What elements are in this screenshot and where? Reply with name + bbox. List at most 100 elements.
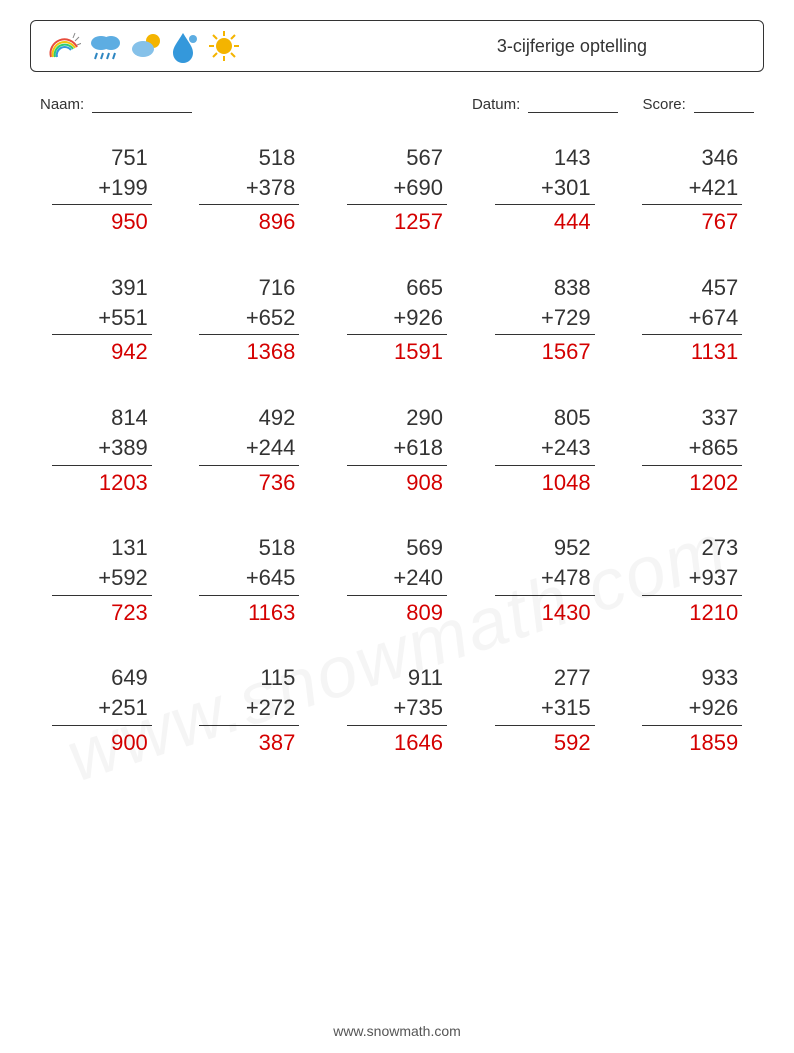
weather-icons xyxy=(47,29,241,63)
problem: 518+378896 xyxy=(199,143,299,237)
answer: 1646 xyxy=(347,726,447,758)
rain-cloud-icon xyxy=(87,29,123,63)
operand-2: +618 xyxy=(347,433,447,466)
operand-1: 115 xyxy=(199,663,299,693)
problem: 649+251900 xyxy=(52,663,152,757)
operand-1: 569 xyxy=(347,533,447,563)
operand-2: +690 xyxy=(347,173,447,206)
operand-1: 933 xyxy=(642,663,742,693)
operand-2: +551 xyxy=(52,303,152,336)
answer: 592 xyxy=(495,726,595,758)
problem: 492+244736 xyxy=(199,403,299,497)
operand-2: +926 xyxy=(347,303,447,336)
operand-1: 457 xyxy=(642,273,742,303)
problem: 814+3891203 xyxy=(52,403,152,497)
problem: 838+7291567 xyxy=(495,273,595,367)
sun-icon xyxy=(207,29,241,63)
problem: 933+9261859 xyxy=(642,663,742,757)
name-label: Naam: xyxy=(40,96,84,113)
operand-1: 143 xyxy=(495,143,595,173)
operand-2: +421 xyxy=(642,173,742,206)
problem: 273+9371210 xyxy=(642,533,742,627)
answer: 1257 xyxy=(347,205,447,237)
answer: 950 xyxy=(52,205,152,237)
problem: 665+9261591 xyxy=(347,273,447,367)
date-field: Datum: xyxy=(472,96,619,113)
operand-2: +478 xyxy=(495,563,595,596)
operand-1: 277 xyxy=(495,663,595,693)
operand-2: +652 xyxy=(199,303,299,336)
operand-1: 518 xyxy=(199,533,299,563)
problem: 952+4781430 xyxy=(495,533,595,627)
answer: 1048 xyxy=(495,466,595,498)
operand-2: +199 xyxy=(52,173,152,206)
operand-1: 805 xyxy=(495,403,595,433)
operand-1: 649 xyxy=(52,663,152,693)
answer: 1210 xyxy=(642,596,742,628)
operand-1: 131 xyxy=(52,533,152,563)
problem: 143+301444 xyxy=(495,143,595,237)
operand-1: 911 xyxy=(347,663,447,693)
operand-1: 814 xyxy=(52,403,152,433)
operand-2: +301 xyxy=(495,173,595,206)
operand-1: 567 xyxy=(347,143,447,173)
answer: 809 xyxy=(347,596,447,628)
score-blank[interactable] xyxy=(694,98,754,113)
answer: 1591 xyxy=(347,335,447,367)
answer: 1202 xyxy=(642,466,742,498)
operand-1: 273 xyxy=(642,533,742,563)
operand-2: +389 xyxy=(52,433,152,466)
operand-2: +272 xyxy=(199,693,299,726)
problem: 277+315592 xyxy=(495,663,595,757)
operand-2: +926 xyxy=(642,693,742,726)
operand-2: +592 xyxy=(52,563,152,596)
answer: 736 xyxy=(199,466,299,498)
header: 3-cijferige optelling xyxy=(30,20,764,72)
operand-1: 751 xyxy=(52,143,152,173)
operand-2: +674 xyxy=(642,303,742,336)
problem: 115+272387 xyxy=(199,663,299,757)
answer: 1163 xyxy=(199,596,299,628)
problem: 911+7351646 xyxy=(347,663,447,757)
answer: 1859 xyxy=(642,726,742,758)
partly-cloudy-icon xyxy=(129,29,165,63)
name-blank[interactable] xyxy=(92,98,192,113)
rainbow-icon xyxy=(47,29,81,63)
problem: 337+8651202 xyxy=(642,403,742,497)
operand-1: 716 xyxy=(199,273,299,303)
operand-1: 665 xyxy=(347,273,447,303)
operand-2: +243 xyxy=(495,433,595,466)
operand-2: +378 xyxy=(199,173,299,206)
answer: 942 xyxy=(52,335,152,367)
problem: 569+240809 xyxy=(347,533,447,627)
problem: 567+6901257 xyxy=(347,143,447,237)
operand-2: +865 xyxy=(642,433,742,466)
operand-2: +240 xyxy=(347,563,447,596)
date-label: Datum: xyxy=(472,96,520,113)
problem: 290+618908 xyxy=(347,403,447,497)
operand-1: 346 xyxy=(642,143,742,173)
answer: 1131 xyxy=(642,335,742,367)
footer: www.snowmath.com xyxy=(0,1023,794,1039)
answer: 900 xyxy=(52,726,152,758)
score-label: Score: xyxy=(642,96,685,113)
operand-1: 492 xyxy=(199,403,299,433)
problem: 716+6521368 xyxy=(199,273,299,367)
name-field: Naam: xyxy=(40,96,192,113)
problem: 805+2431048 xyxy=(495,403,595,497)
answer: 387 xyxy=(199,726,299,758)
problem: 751+199950 xyxy=(52,143,152,237)
answer: 444 xyxy=(495,205,595,237)
answer: 767 xyxy=(642,205,742,237)
operand-1: 518 xyxy=(199,143,299,173)
problem: 518+6451163 xyxy=(199,533,299,627)
operand-1: 290 xyxy=(347,403,447,433)
operand-2: +244 xyxy=(199,433,299,466)
answer: 896 xyxy=(199,205,299,237)
operand-1: 337 xyxy=(642,403,742,433)
answer: 723 xyxy=(52,596,152,628)
answer: 1368 xyxy=(199,335,299,367)
raindrop-icon xyxy=(171,29,201,63)
date-blank[interactable] xyxy=(528,98,618,113)
problem: 131+592723 xyxy=(52,533,152,627)
